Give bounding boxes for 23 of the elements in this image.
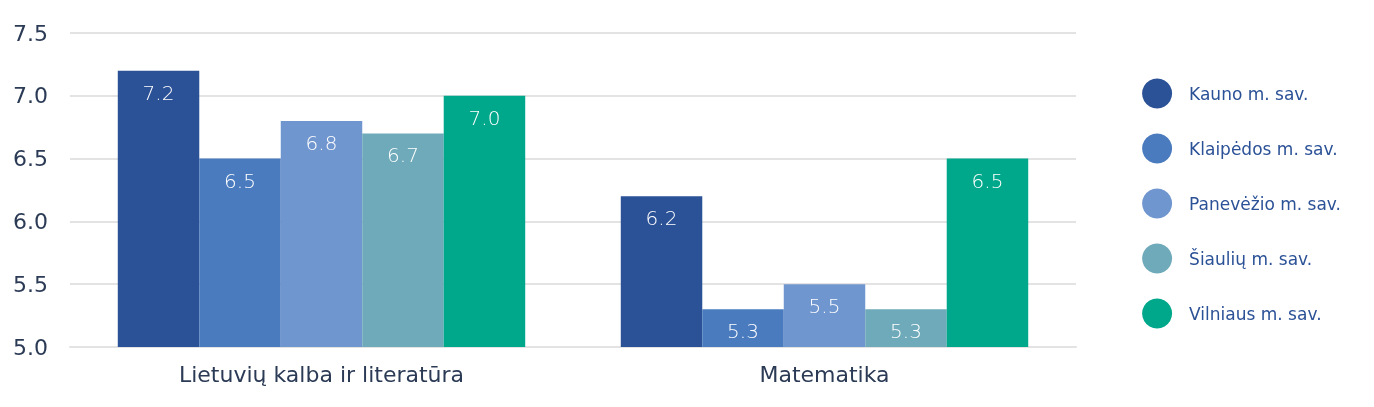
data-label: 6.2	[645, 206, 678, 231]
data-label: 6.5	[224, 168, 256, 193]
data-label: 6.5	[971, 168, 1004, 193]
data-label: 5.5	[808, 294, 841, 319]
data-label: 5.3	[727, 319, 759, 344]
data-label: 5.3	[890, 319, 922, 344]
y-tick-label: 6.0	[13, 208, 48, 234]
data-label: 6.7	[387, 143, 419, 168]
data-label: 7.0	[468, 105, 501, 130]
legend-label: Šiaulių m. sav.	[1189, 247, 1313, 269]
legend-label: Klaipėdos m. sav.	[1189, 138, 1338, 159]
y-tick-label: 7.5	[13, 20, 48, 46]
y-tick-label: 5.5	[13, 271, 48, 297]
data-label: 7.2	[142, 80, 175, 105]
legend-label: Kauno m. sav.	[1189, 83, 1309, 104]
x-tick-label: Matematika	[759, 361, 890, 387]
y-tick-label: 5.0	[13, 334, 48, 360]
legend-label: Vilniaus m. sav.	[1189, 303, 1322, 324]
y-tick-label: 7.0	[13, 83, 48, 109]
legend-label: Panevėžio m. sav.	[1189, 193, 1342, 214]
x-tick-label: Lietuvių kalba ir literatūra	[178, 361, 465, 387]
data-label: 6.8	[305, 130, 338, 155]
y-tick-label: 6.5	[13, 146, 48, 172]
